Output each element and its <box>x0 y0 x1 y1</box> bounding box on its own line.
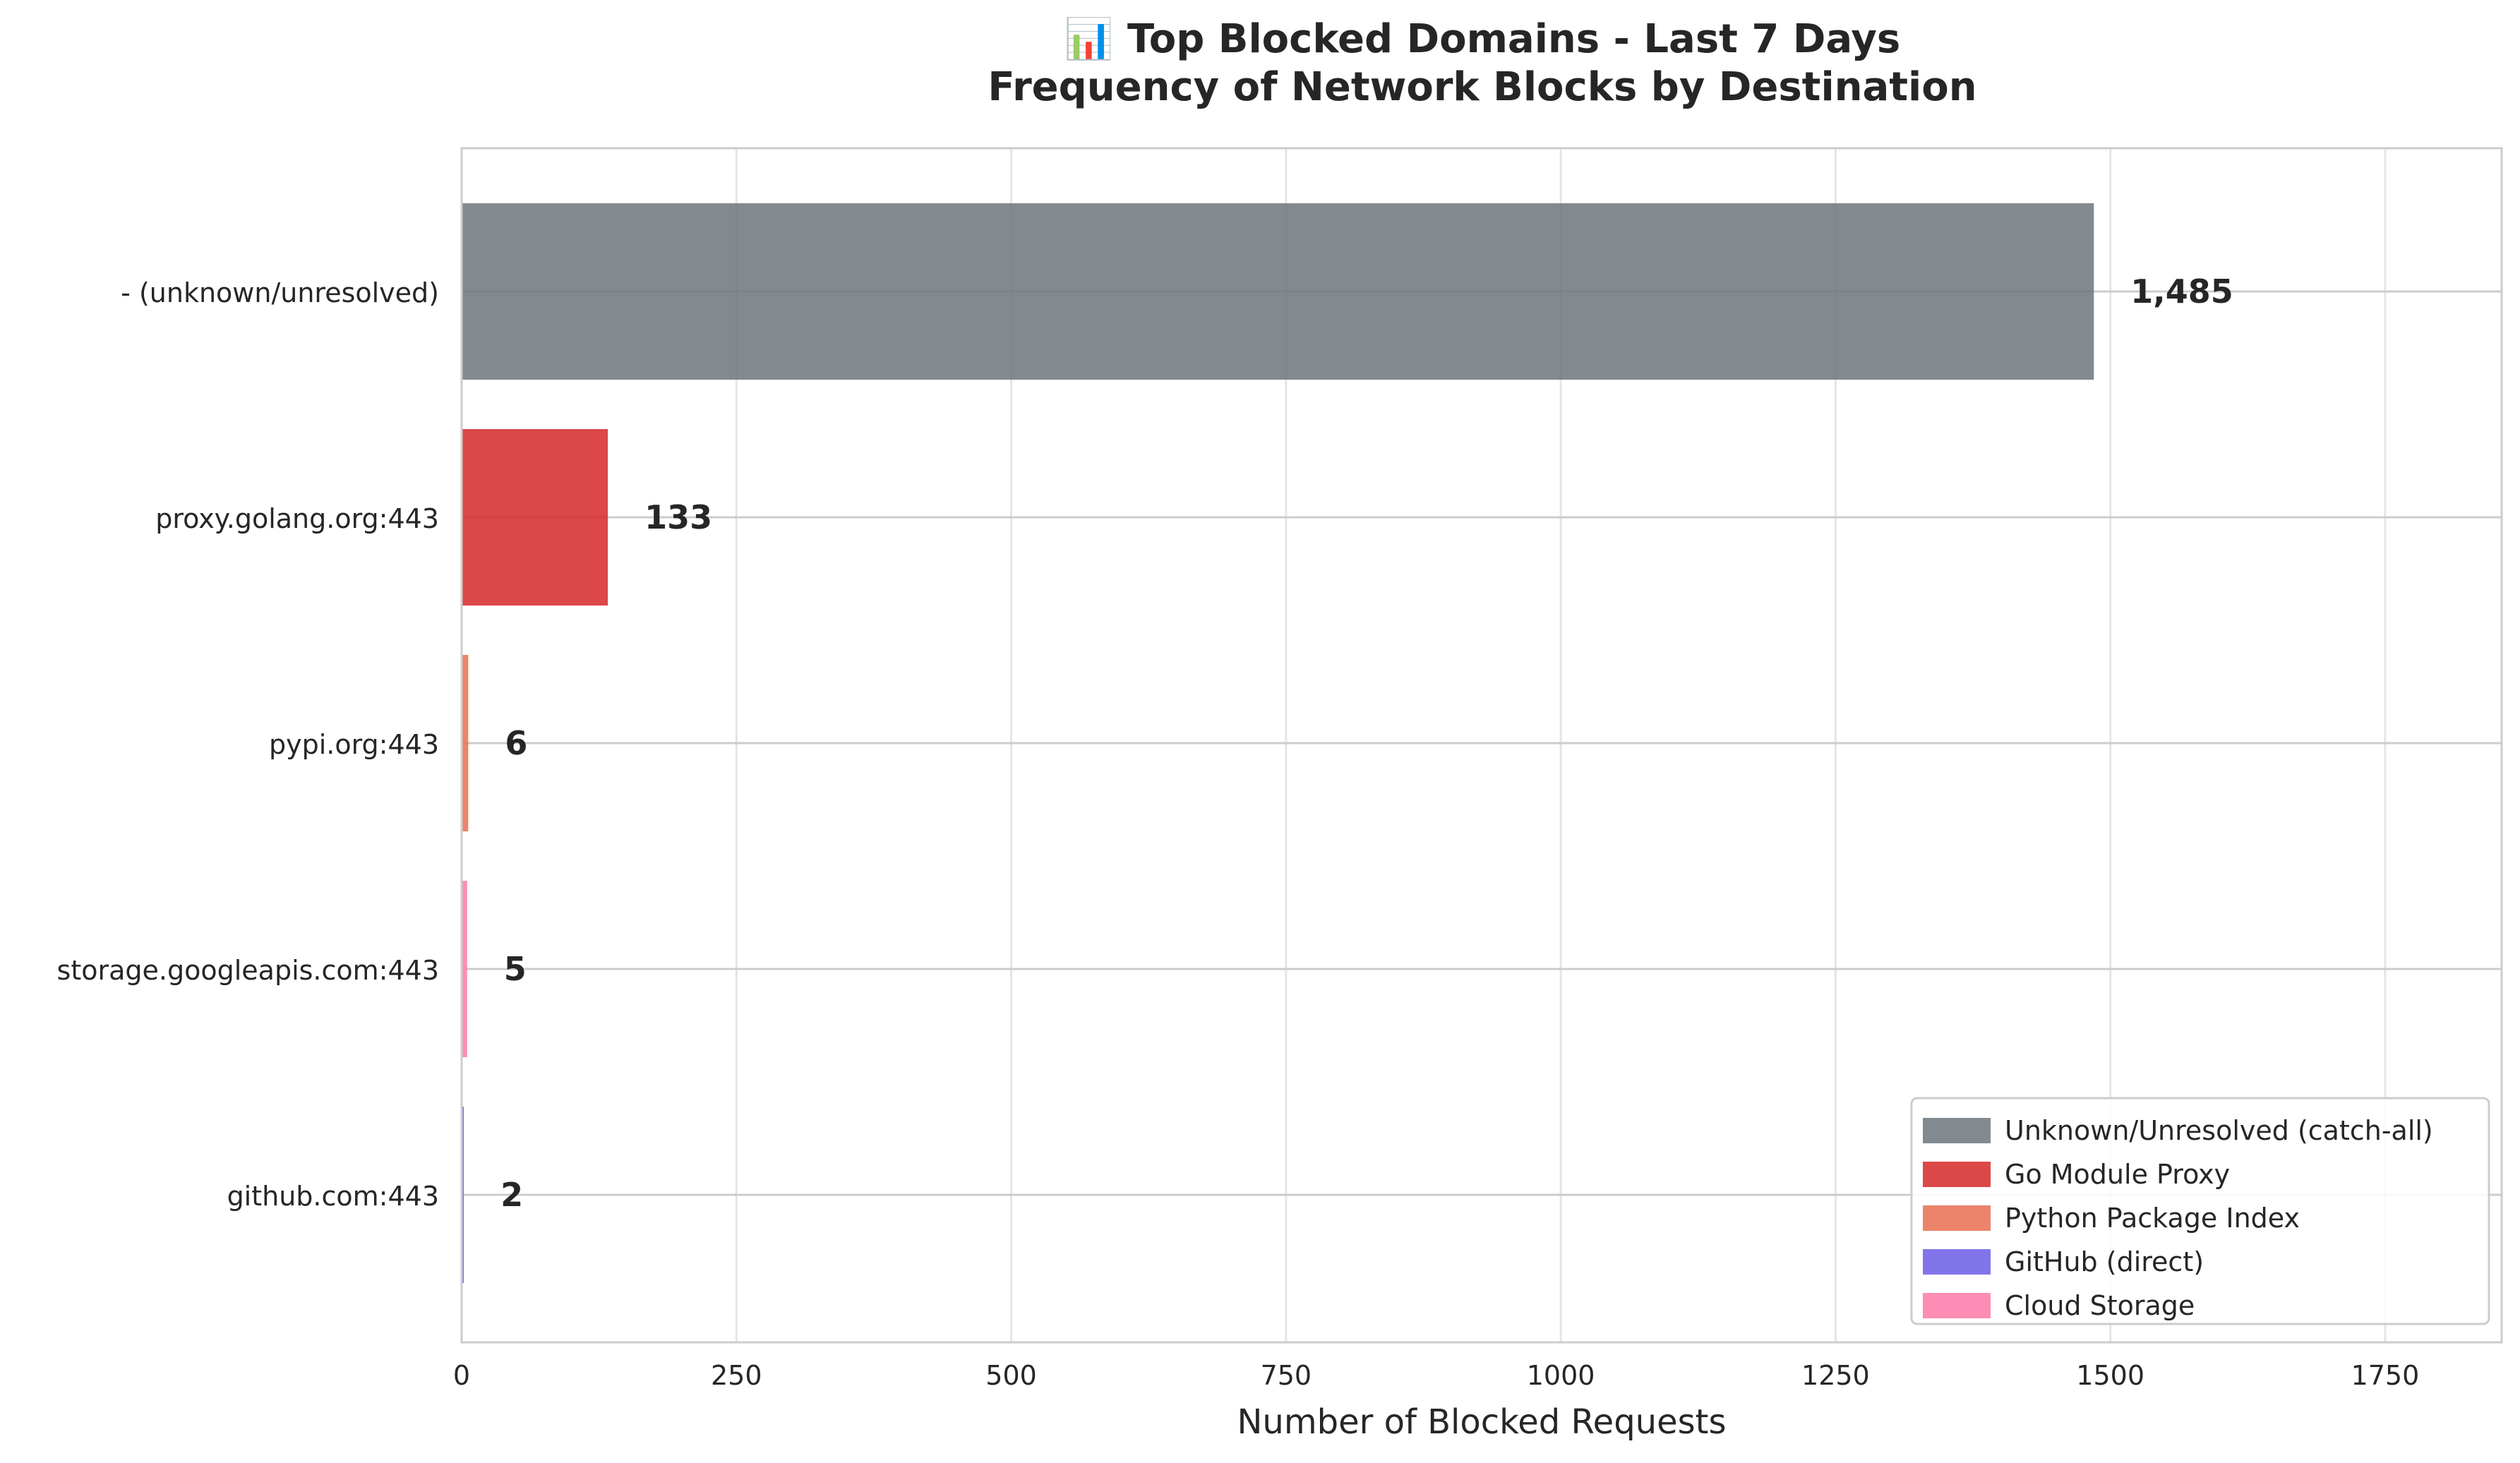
legend-label: Unknown/Unresolved (catch-all) <box>2005 1115 2433 1146</box>
value-label: 6 <box>505 724 527 762</box>
value-labels: 1,485 133 6 5 2 <box>500 272 2233 1214</box>
y-tick-label: - (unknown/unresolved) <box>121 277 439 308</box>
bar <box>462 203 2094 380</box>
x-tick-label: 1000 <box>1527 1360 1595 1391</box>
value-label: 5 <box>504 950 527 988</box>
legend-swatch <box>1923 1162 1991 1187</box>
bars <box>462 203 2094 1283</box>
value-label: 1,485 <box>2130 272 2233 311</box>
y-tick-labels: - (unknown/unresolved) proxy.golang.org:4… <box>57 277 439 1212</box>
legend: Unknown/Unresolved (catch-all) Go Module … <box>1910 1097 2490 1325</box>
x-tick-label: 0 <box>453 1360 470 1391</box>
chart-title: 📊 Top Blocked Domains - Last 7 Days <box>1064 16 1901 62</box>
bar <box>462 655 469 831</box>
value-label: 133 <box>644 498 712 536</box>
legend-swatch <box>1923 1249 1991 1275</box>
value-label: 2 <box>500 1176 523 1214</box>
legend-swatch <box>1923 1293 1991 1318</box>
x-tick-label: 500 <box>985 1360 1037 1391</box>
legend-swatch <box>1923 1205 1991 1231</box>
plot-frame <box>460 147 2503 1344</box>
bar <box>462 881 467 1057</box>
x-tick-labels: 0 250 500 750 1000 1250 1500 1750 <box>453 1360 2419 1391</box>
chart-subtitle: Frequency of Network Blocks by Destinati… <box>988 64 1976 110</box>
y-tick-label: pypi.org:443 <box>269 729 439 760</box>
legend-label: Go Module Proxy <box>2005 1159 2230 1190</box>
x-tick-label: 250 <box>711 1360 762 1391</box>
x-tick-label: 1250 <box>1801 1360 1870 1391</box>
x-axis-label: Number of Blocked Requests <box>1237 1402 1727 1442</box>
x-tick-label: 1750 <box>2351 1360 2420 1391</box>
legend-box <box>1910 1097 2490 1325</box>
legend-label: Cloud Storage <box>2005 1290 2195 1321</box>
x-tick-label: 1500 <box>2076 1360 2144 1391</box>
legend-label: Python Package Index <box>2005 1203 2300 1234</box>
bar <box>462 1107 464 1283</box>
y-tick-label: proxy.golang.org:443 <box>155 503 439 534</box>
legend-label: GitHub (direct) <box>2005 1246 2204 1277</box>
legend-swatch <box>1923 1118 1991 1143</box>
y-tick-label: storage.googleapis.com:443 <box>57 955 439 986</box>
x-tick-label: 750 <box>1261 1360 1312 1391</box>
y-tick-label: github.com:443 <box>227 1181 439 1212</box>
bar <box>462 429 608 606</box>
